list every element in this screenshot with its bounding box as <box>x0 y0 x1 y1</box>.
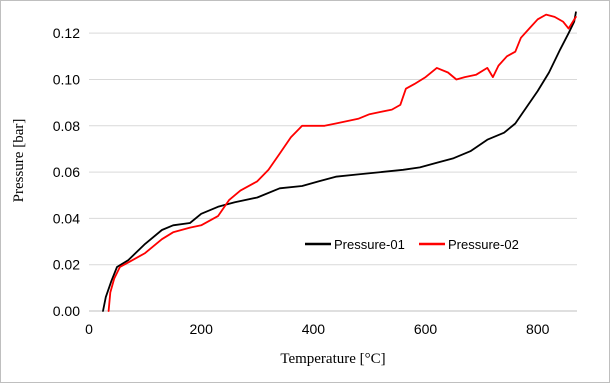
y-tick-label: 0.02 <box>53 257 80 273</box>
legend-label-pressure-01: Pressure-01 <box>334 237 405 252</box>
series-line-pressure-02 <box>107 13 577 312</box>
x-tick-label: 600 <box>414 321 438 337</box>
y-tick-label: 0.12 <box>53 25 80 41</box>
y-tick-label: 0.10 <box>53 71 80 87</box>
x-tick-label: 800 <box>526 321 550 337</box>
gridlines <box>89 32 577 266</box>
legend: Pressure-01 Pressure-02 <box>305 237 519 252</box>
x-tick-label: 200 <box>190 321 214 337</box>
x-tick-label: 400 <box>302 321 326 337</box>
y-axis-label: Pressure [bar] <box>11 119 27 203</box>
y-tick-label: 0.08 <box>53 118 80 134</box>
y-tick-label: 0.00 <box>53 303 80 319</box>
y-tick-label: 0.04 <box>53 210 80 226</box>
x-tick-label: 0 <box>85 321 93 337</box>
y-tick-label: 0.06 <box>53 164 80 180</box>
series-group <box>102 11 577 312</box>
x-axis-ticks: 0 200 400 600 800 <box>85 321 550 337</box>
x-axis-label: Temperature [°C] <box>280 351 385 367</box>
legend-label-pressure-02: Pressure-02 <box>448 237 519 252</box>
series-line-pressure-01 <box>102 11 577 312</box>
y-axis-ticks: 0.00 0.02 0.04 0.06 0.08 0.10 0.12 <box>53 25 80 319</box>
